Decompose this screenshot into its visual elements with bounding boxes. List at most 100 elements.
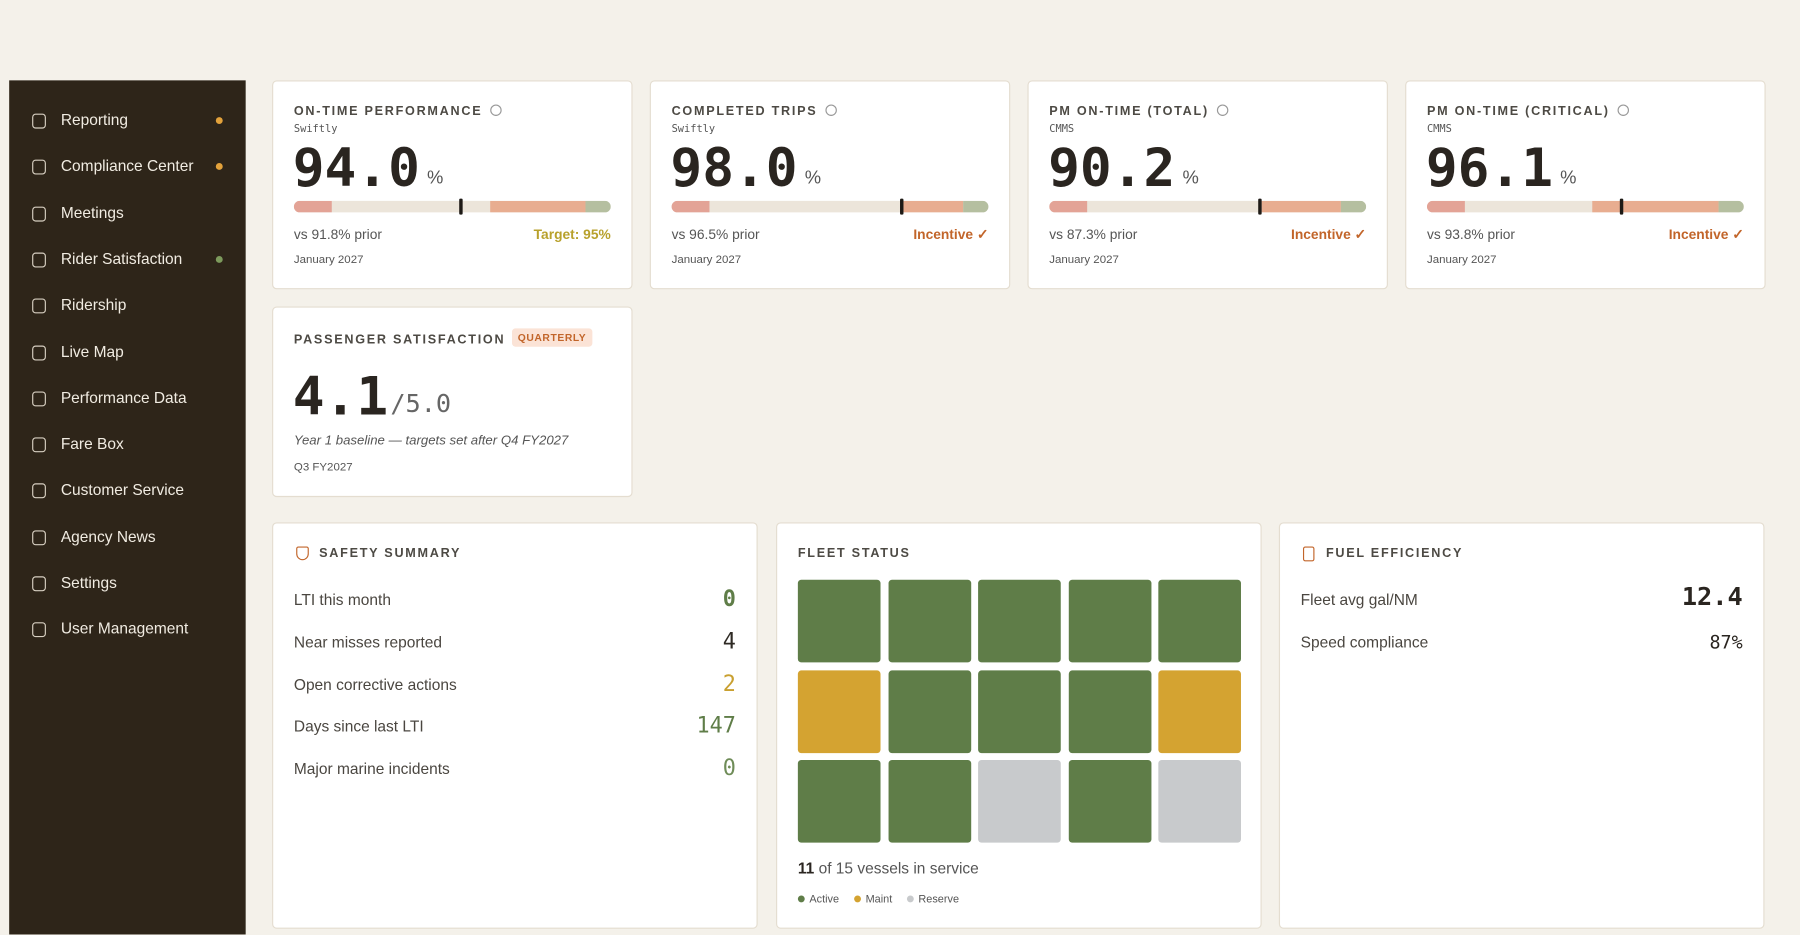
vessel-tile[interactable] — [1068, 670, 1151, 753]
vessel-tile[interactable] — [978, 760, 1061, 844]
vessel-tile[interactable] — [978, 670, 1061, 753]
nav-item[interactable]: Fare Box — [30, 434, 237, 457]
vessel-tile[interactable] — [1158, 579, 1241, 663]
row-label: LTI this month — [293, 591, 391, 609]
bar-top — [1718, 200, 1744, 213]
vessel-tile[interactable] — [1158, 670, 1241, 753]
bar-marker — [1620, 198, 1624, 215]
legend-item: Maint — [854, 893, 892, 906]
kpi-value: 96.1 — [1425, 136, 1553, 199]
fleet-summary: 11 of 15 vessels in service — [798, 860, 979, 877]
vessel-tile[interactable] — [797, 579, 881, 663]
row-label: Major marine incidents — [293, 760, 450, 778]
satisfaction-title: PASSENGER SATISFACTION — [294, 332, 525, 347]
nav-label: Settings — [60, 574, 117, 592]
fuel-row: Speed compliance 87% — [1301, 631, 1743, 661]
nav-item[interactable]: Meetings — [30, 203, 237, 226]
fuel-icon — [1302, 546, 1315, 562]
fleet-summary-text: of 15 vessels in service — [818, 859, 979, 878]
nav-item[interactable]: User Management — [30, 619, 237, 642]
fleet-card: FLEET STATUS 11 of 15 vessels in service A… — [776, 522, 1262, 929]
satisfaction-period: Q3 FY2027 — [293, 461, 353, 475]
kpi-title: PM ON-TIME (CRITICAL) — [1427, 104, 1630, 118]
nav-item[interactable]: Customer Service — [30, 480, 237, 503]
nav-item[interactable]: Performance Data — [30, 388, 237, 411]
bar-low — [1049, 200, 1088, 213]
vessel-tile[interactable] — [978, 579, 1061, 663]
kpi-prior: vs 96.5% prior — [671, 226, 760, 243]
sidebar: Reporting Compliance Center Meetings Rider … — [9, 80, 246, 935]
progress-bar — [671, 200, 989, 213]
nav-item[interactable]: Compliance Center — [30, 156, 237, 179]
kpi-card: COMPLETED TRIPS Swiftly 98.0% vs 96.5% prio… — [649, 80, 1011, 290]
vessel-tile[interactable] — [887, 760, 971, 844]
vessel-tile[interactable] — [1068, 760, 1151, 844]
bar-high — [899, 200, 964, 213]
nav-icon — [32, 298, 46, 314]
legend-label: Maint — [865, 893, 893, 906]
vessel-tile[interactable] — [797, 670, 881, 753]
satisfaction-note: Year 1 baseline — targets set after Q4 F… — [293, 433, 569, 448]
row-label: Open corrective actions — [293, 675, 457, 693]
nav-icon — [32, 252, 46, 268]
nav-label: Reporting — [60, 111, 129, 129]
nav-label: Customer Service — [60, 481, 185, 499]
info-icon — [825, 104, 837, 116]
vessel-tile[interactable] — [887, 670, 971, 753]
satisfaction-value: 4.1 — [292, 365, 389, 428]
kpi-value: 98.0 — [670, 136, 798, 199]
nav-dot — [215, 163, 223, 171]
nav-item[interactable]: Live Map — [30, 342, 237, 365]
vessel-tile[interactable] — [1068, 579, 1151, 663]
kpi-unit: % — [804, 168, 822, 189]
nav-item[interactable]: Ridership — [30, 295, 237, 318]
legend-item: Reserve — [906, 893, 959, 906]
kpi-prior: vs 91.8% prior — [293, 226, 382, 243]
vessel-tile[interactable] — [887, 579, 971, 663]
kpi-period: January 2027 — [1049, 253, 1119, 267]
nav-icon — [32, 576, 46, 592]
kpi-source: CMMS — [1049, 123, 1075, 136]
progress-bar — [1049, 200, 1367, 213]
nav-label: Compliance Center — [60, 157, 194, 175]
row-label: Days since last LTI — [293, 717, 424, 736]
fleet-count: 11 — [797, 859, 815, 878]
nav-item[interactable]: Rider Satisfaction — [30, 249, 237, 272]
nav-icon — [32, 344, 46, 360]
legend-dot — [854, 895, 861, 903]
kpi-card: PM ON-TIME (TOTAL) CMMS 90.2% vs 87.3% prio… — [1027, 80, 1388, 290]
legend-item: Active — [797, 893, 840, 906]
bar-marker — [458, 198, 463, 215]
bar-top — [1340, 200, 1367, 213]
nav-icon — [32, 206, 46, 222]
nav-label: Ridership — [60, 296, 127, 314]
nav-label: User Management — [60, 620, 189, 638]
kpi-title: PM ON-TIME (TOTAL) — [1049, 104, 1229, 118]
safety-row: Days since last LTI 147 — [293, 713, 736, 746]
vessel-tile[interactable] — [797, 760, 881, 844]
kpi-unit: % — [427, 168, 444, 189]
kpi-status: Incentive ✓ — [1291, 226, 1367, 243]
nav-label: Performance Data — [60, 388, 187, 407]
satisfaction-card: PASSENGER SATISFACTION QUARTERLY 4.1/5.0 Ye… — [272, 306, 633, 498]
progress-bar — [1426, 200, 1744, 213]
bar-low — [671, 200, 710, 213]
kpi-prior: vs 93.8% prior — [1426, 226, 1516, 243]
safety-title: SAFETY SUMMARY — [319, 546, 462, 561]
legend-dot — [797, 895, 805, 903]
kpi-card: PM ON-TIME (CRITICAL) CMMS 96.1% vs 93.8% p… — [1405, 80, 1766, 290]
vessel-tile[interactable] — [1158, 760, 1241, 844]
kpi-unit: % — [1560, 168, 1577, 189]
nav-dot — [215, 255, 223, 263]
fuel-row: Fleet avg gal/NM 12.4 — [1301, 583, 1743, 619]
nav-item[interactable]: Agency News — [30, 527, 237, 550]
kpi-title: COMPLETED TRIPS — [672, 104, 837, 118]
nav-label: Meetings — [60, 203, 124, 222]
bar-marker — [1258, 198, 1262, 215]
satisfaction-scale: /5.0 — [390, 390, 452, 420]
fleet-title: FLEET STATUS — [797, 546, 911, 561]
nav-item[interactable]: Reporting — [30, 110, 237, 133]
kpi-source: Swiftly — [293, 123, 338, 136]
nav-item[interactable]: Settings — [30, 573, 237, 596]
legend-label: Active — [809, 893, 840, 906]
